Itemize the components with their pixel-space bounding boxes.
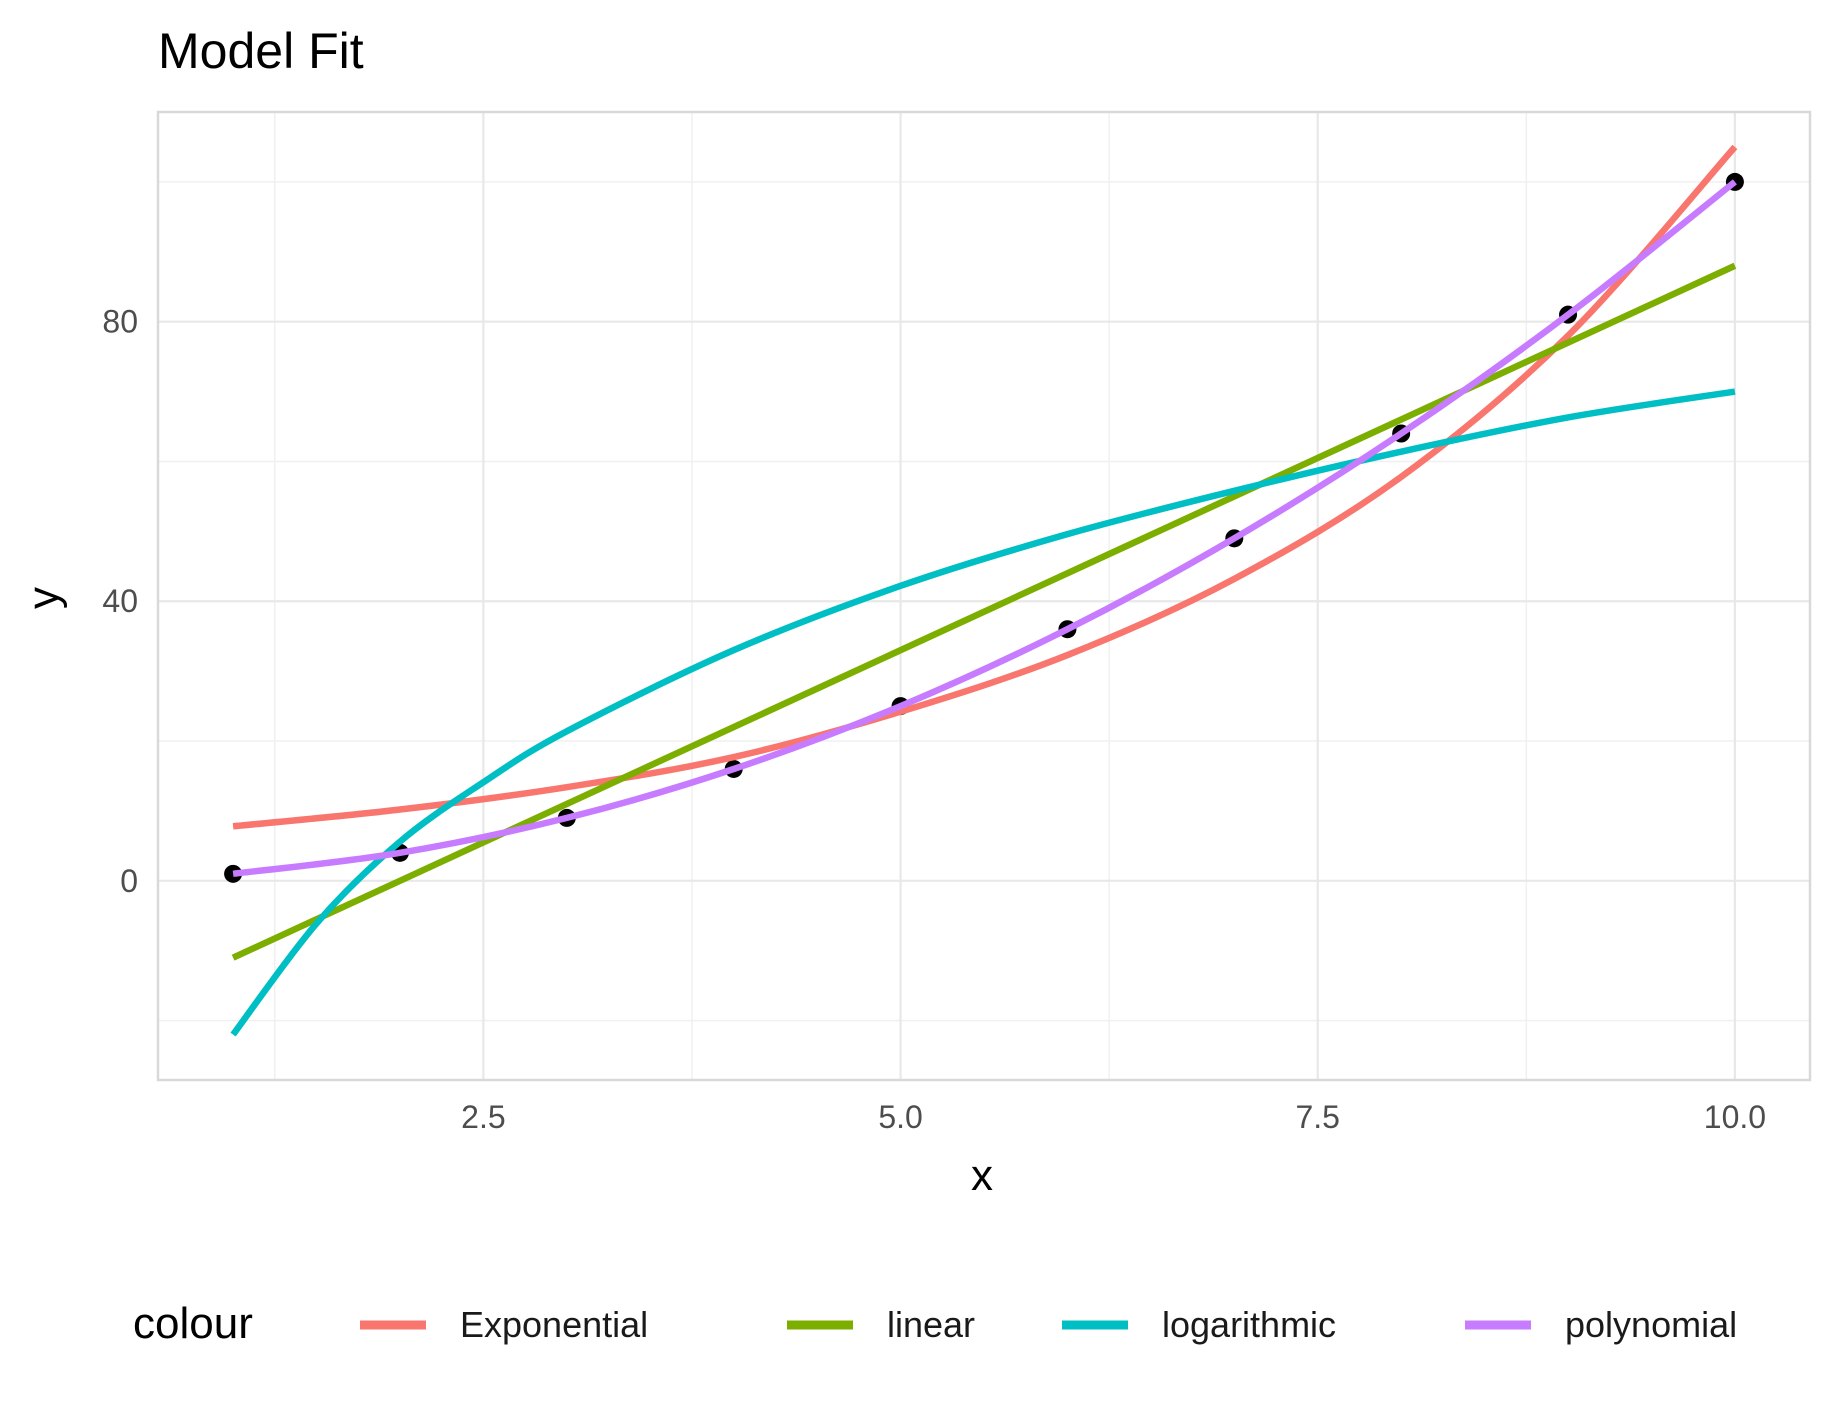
legend-label-polynomial: polynomial — [1565, 1304, 1737, 1345]
exponential-line — [232, 144, 1738, 830]
major-gridlines — [158, 112, 1810, 1080]
x-tick-label: 7.5 — [1295, 1099, 1339, 1135]
panel-background — [158, 112, 1810, 1080]
minor-gridlines — [158, 112, 1810, 1080]
y-axis-title: y — [19, 587, 68, 609]
legend-item-polynomial: polynomial — [1465, 1304, 1737, 1345]
legend-title: colour — [133, 1299, 253, 1348]
linear-line — [231, 262, 1737, 961]
legend-label-logarithmic: logarithmic — [1162, 1304, 1336, 1345]
legend-item-linear: linear — [787, 1304, 975, 1345]
fit-lines — [230, 144, 1738, 1037]
legend-label-linear: linear — [887, 1304, 975, 1345]
legend: colour Exponential linear logarithmic polyn… — [133, 1299, 1737, 1348]
plot-panel — [156, 110, 1812, 1082]
x-axis-title: x — [971, 1151, 993, 1200]
y-tick-label: 0 — [120, 863, 138, 899]
panel-border — [156, 110, 1812, 1082]
x-tick-label: 2.5 — [461, 1099, 505, 1135]
legend-label-exponential: Exponential — [460, 1304, 648, 1345]
chart-title: Model Fit — [158, 23, 364, 79]
y-axis-ticks: 0 40 80 — [102, 304, 138, 899]
logarithmic-line — [230, 388, 1736, 1037]
x-tick-label: 5.0 — [878, 1099, 922, 1135]
y-tick-label: 40 — [102, 583, 138, 619]
y-tick-label: 80 — [102, 304, 138, 340]
legend-item-exponential: Exponential — [360, 1304, 648, 1345]
x-axis-ticks: 2.5 5.0 7.5 10.0 — [461, 1099, 1766, 1135]
legend-item-logarithmic: logarithmic — [1062, 1304, 1336, 1345]
x-tick-label: 10.0 — [1704, 1099, 1766, 1135]
polynomial-line — [232, 179, 1737, 878]
